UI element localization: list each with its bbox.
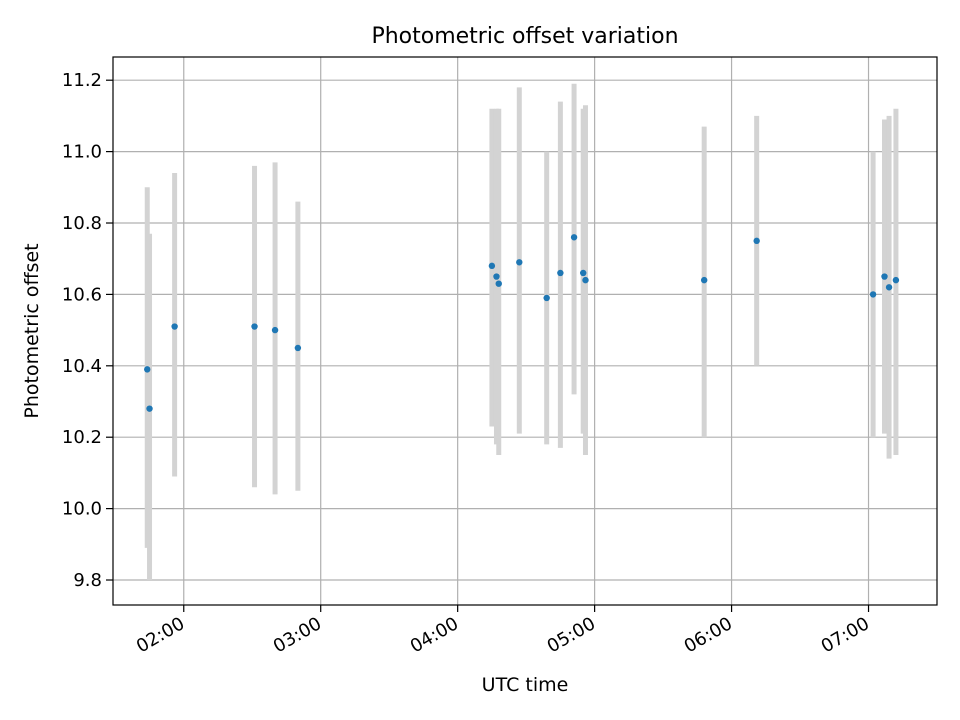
data-point	[146, 405, 153, 412]
data-point	[171, 323, 178, 330]
data-point	[495, 280, 502, 287]
data-point	[516, 259, 523, 266]
data-point	[488, 262, 496, 270]
plot-frame	[112, 56, 938, 606]
data-point	[892, 276, 900, 284]
y-tick-label: 10.8	[62, 213, 102, 234]
grid-lines	[113, 57, 937, 605]
y-tick-label: 10.4	[62, 356, 102, 377]
data-point	[493, 273, 500, 280]
data-point	[580, 269, 587, 277]
data-point	[881, 273, 888, 280]
data-point	[144, 366, 151, 373]
y-tick-label: 9.8	[73, 570, 102, 591]
y-axis-label: Photometric offset	[21, 243, 43, 418]
y-tick-label: 11.0	[62, 142, 102, 163]
data-points	[144, 234, 900, 412]
data-point	[885, 284, 893, 291]
data-point	[700, 276, 708, 284]
y-tick-label: 10.0	[62, 499, 102, 520]
data-point	[570, 234, 578, 241]
data-point	[869, 291, 877, 298]
y-tick-label: 11.2	[62, 70, 102, 91]
data-point	[543, 294, 550, 302]
data-point	[251, 323, 258, 330]
data-point	[294, 344, 302, 352]
plot-area	[113, 57, 937, 605]
chart-title: Photometric offset variation	[371, 24, 678, 49]
y-axis-ticks: 9.8 10.0 10.2 10.4 10.6 10.8 11.0 11.2	[62, 70, 113, 591]
x-axis-label: UTC time	[482, 674, 569, 696]
y-tick-label: 10.6	[62, 284, 102, 305]
data-point	[753, 237, 760, 245]
data-point	[271, 326, 279, 334]
data-point	[557, 269, 564, 277]
data-point	[582, 276, 589, 284]
y-tick-label: 10.2	[62, 427, 102, 448]
